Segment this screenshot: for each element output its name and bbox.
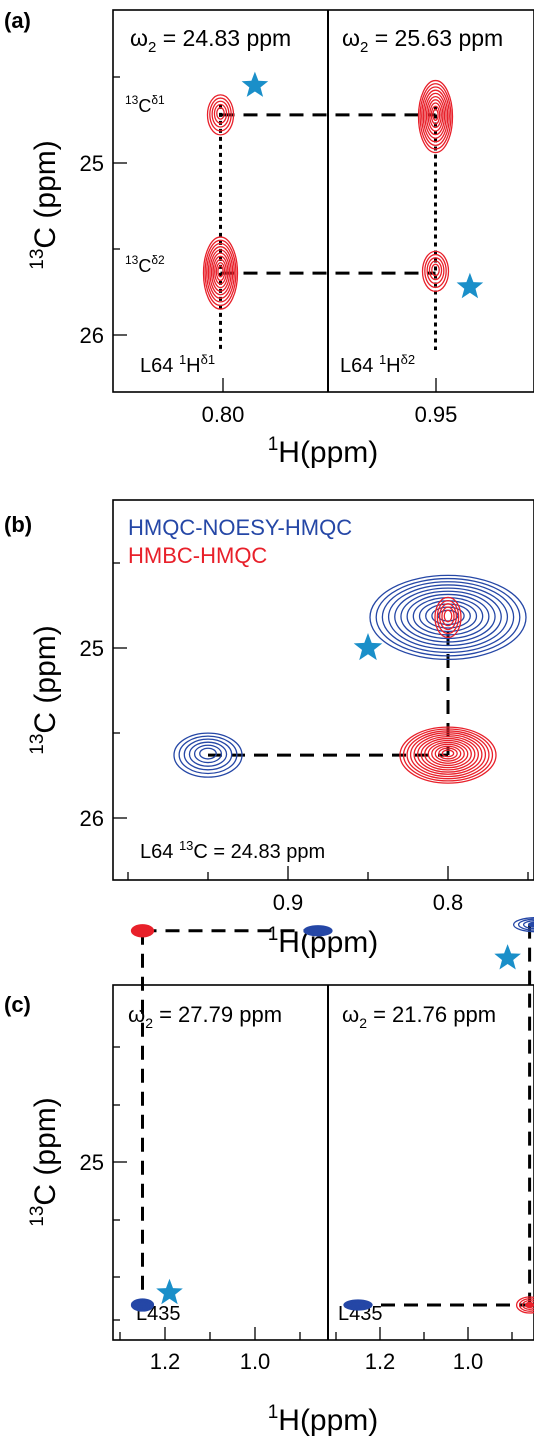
panel-a-xtick-label: 0.80	[202, 402, 245, 427]
panel-c-xtick-label: 1.0	[453, 1349, 484, 1374]
panel-a-strip2-peak	[417, 79, 454, 154]
panel-a-strip2-corner-label: L64 1Hδ2	[340, 352, 415, 377]
panel-c-strip2-title: ω2 = 21.76 ppm	[342, 1002, 496, 1031]
panel-a-label: (a)	[4, 8, 31, 33]
panel-a-strip1-peak	[202, 236, 239, 310]
panel-c-xtick-label: 1.2	[150, 1349, 181, 1374]
panel-c-label: (c)	[4, 992, 31, 1017]
panel-c-strip2-peak-blue	[343, 1299, 373, 1311]
panel-b-frame	[112, 499, 534, 881]
panel-c-xtick-label: 1.0	[240, 1349, 271, 1374]
panel-a-row-label-cd1: 13Cδ1	[125, 93, 165, 116]
panel-a: (a) ω2 = 24.83 ppm ω2 = 25.63 ppm 25 26 …	[4, 8, 534, 469]
panel-b: (b) HMQC-NOESY-HMQC HMBC-HMQC 25 26 0.9 …	[4, 499, 534, 959]
panel-c-ylabel: 13C (ppm)	[27, 1097, 62, 1226]
legend-hmqc-noesy-hmqc: HMQC-NOESY-HMQC	[128, 515, 352, 540]
panel-a-xlabel: 1H(ppm)	[268, 434, 379, 469]
panel-b-corner-label: L64 13C = 24.83 ppm	[140, 838, 325, 863]
panel-c-xtick-label: 1.2	[365, 1349, 396, 1374]
panel-a-strip1-peak	[206, 94, 235, 136]
panel-a-row-label-cd2: 13Cδ2	[125, 253, 165, 276]
panel-c-star-marker	[494, 944, 521, 970]
panel-a-xtick-label: 0.95	[415, 402, 458, 427]
panel-c-frame	[112, 984, 534, 1341]
panel-a-star-marker	[241, 71, 269, 97]
panel-a-star-marker	[456, 272, 484, 299]
panel-c-strip1-title: ω2 = 27.79 ppm	[128, 1002, 282, 1031]
panel-b-xtick-label: 0.8	[433, 890, 464, 915]
panel-a-strip1-title: ω2 = 24.83 ppm	[130, 25, 291, 56]
panel-b-ytick-label: 25	[80, 636, 104, 661]
panel-a-strip1-corner-label: L64 1Hδ1	[140, 352, 215, 377]
panel-b-star-marker	[353, 633, 383, 661]
panel-b-peak-blue	[173, 732, 243, 778]
panel-c-star-marker	[156, 1278, 183, 1305]
panel-a-ytick-label: 26	[80, 323, 104, 348]
panel-a-strip2-peak	[421, 250, 450, 293]
panel-a-ylabel: 13C (ppm)	[27, 140, 62, 269]
panel-c-ytick-label: 25	[80, 1150, 104, 1175]
legend-hmbc-hmqc: HMBC-HMQC	[128, 543, 267, 568]
panel-b-xtick-label: 0.9	[273, 890, 304, 915]
panel-a-strip2-title: ω2 = 25.63 ppm	[342, 25, 503, 56]
panel-c-strip1-peak-blue	[303, 925, 333, 937]
panel-b-peak-red	[434, 596, 462, 639]
panel-c-xlabel: 1H(ppm)	[268, 1402, 379, 1437]
panel-c-strip2-peak-red	[515, 1296, 534, 1314]
panel-c-strip2-peak-blue	[512, 917, 534, 933]
panel-b-ylabel: 13C (ppm)	[27, 625, 62, 754]
panel-b-ytick-label: 26	[80, 806, 104, 831]
panel-a-ytick-label: 25	[80, 151, 104, 176]
panel-a-frame	[112, 9, 534, 393]
panel-c: (c) ω2 = 27.79 ppm ω2 = 21.76 ppm 25 1.2…	[4, 917, 534, 1437]
panel-b-peak-red	[399, 726, 497, 784]
panel-c-strip1-peak-red	[130, 924, 155, 938]
panel-b-peak-blue	[369, 574, 527, 661]
panel-b-label: (b)	[4, 512, 32, 537]
panel-c-strip1-peak-blue	[130, 1298, 155, 1312]
